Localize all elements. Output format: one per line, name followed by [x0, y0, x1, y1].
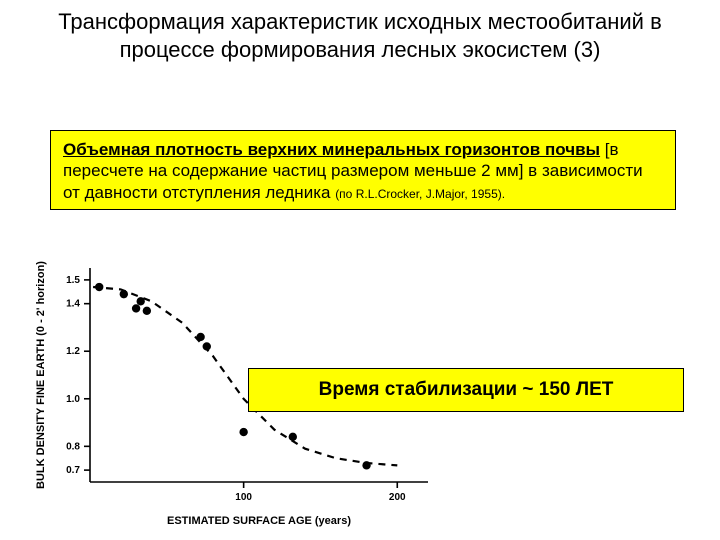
svg-text:1.4: 1.4	[66, 299, 80, 310]
svg-text:BULK DENSITY FINE EARTH (0 - 2: BULK DENSITY FINE EARTH (0 - 2' horizon)	[35, 261, 47, 489]
svg-text:1.0: 1.0	[66, 394, 80, 405]
svg-text:ESTIMATED SURFACE AGE (y: ESTIMATED SURFACE AGE (years)	[167, 515, 351, 527]
svg-text:100: 100	[235, 492, 252, 503]
svg-text:200: 200	[389, 492, 406, 503]
svg-text:0.8: 0.8	[66, 441, 80, 452]
stabilization-box: Время стабилизации ~ 150 ЛЕТ	[248, 368, 684, 412]
slide-title: Трансформация характеристик исходных мес…	[30, 8, 690, 63]
caption-box: Объемная плотность верхних минеральных г…	[50, 130, 676, 210]
svg-text:1.2: 1.2	[66, 346, 80, 357]
caption-lead: Объемная плотность верхних минеральных г…	[63, 140, 600, 159]
svg-text:1.5: 1.5	[66, 275, 80, 286]
caption-cite: (по R.L.Crocker, J.Major, 1955).	[335, 187, 505, 201]
svg-text:0.7: 0.7	[66, 465, 80, 476]
